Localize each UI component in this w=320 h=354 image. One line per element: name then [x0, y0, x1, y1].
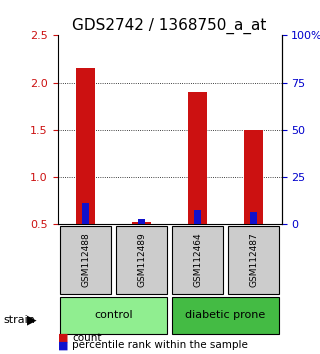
FancyBboxPatch shape	[60, 225, 111, 293]
Text: ■: ■	[58, 340, 68, 350]
FancyBboxPatch shape	[60, 297, 167, 334]
Text: ▶: ▶	[27, 314, 37, 327]
Bar	[76, 68, 95, 224]
Bar	[82, 204, 89, 224]
Text: GSM112464: GSM112464	[193, 232, 202, 287]
Bar	[244, 130, 263, 224]
Text: ■: ■	[58, 333, 68, 343]
Text: percentile rank within the sample: percentile rank within the sample	[72, 340, 248, 350]
Text: GSM112488: GSM112488	[81, 232, 90, 287]
Bar	[194, 210, 201, 224]
Bar	[138, 219, 145, 224]
Text: diabetic prone: diabetic prone	[186, 310, 266, 320]
FancyBboxPatch shape	[228, 225, 279, 293]
FancyBboxPatch shape	[116, 225, 167, 293]
Bar	[132, 222, 151, 224]
Text: control: control	[94, 310, 133, 320]
Text: strain: strain	[3, 315, 35, 325]
Text: GSM112489: GSM112489	[137, 232, 146, 287]
FancyBboxPatch shape	[172, 297, 279, 334]
Bar	[188, 92, 207, 224]
Text: count: count	[72, 333, 101, 343]
Text: GSM112487: GSM112487	[249, 232, 258, 287]
Bar	[250, 212, 257, 224]
Title: GDS2742 / 1368750_a_at: GDS2742 / 1368750_a_at	[72, 18, 267, 34]
FancyBboxPatch shape	[172, 225, 223, 293]
